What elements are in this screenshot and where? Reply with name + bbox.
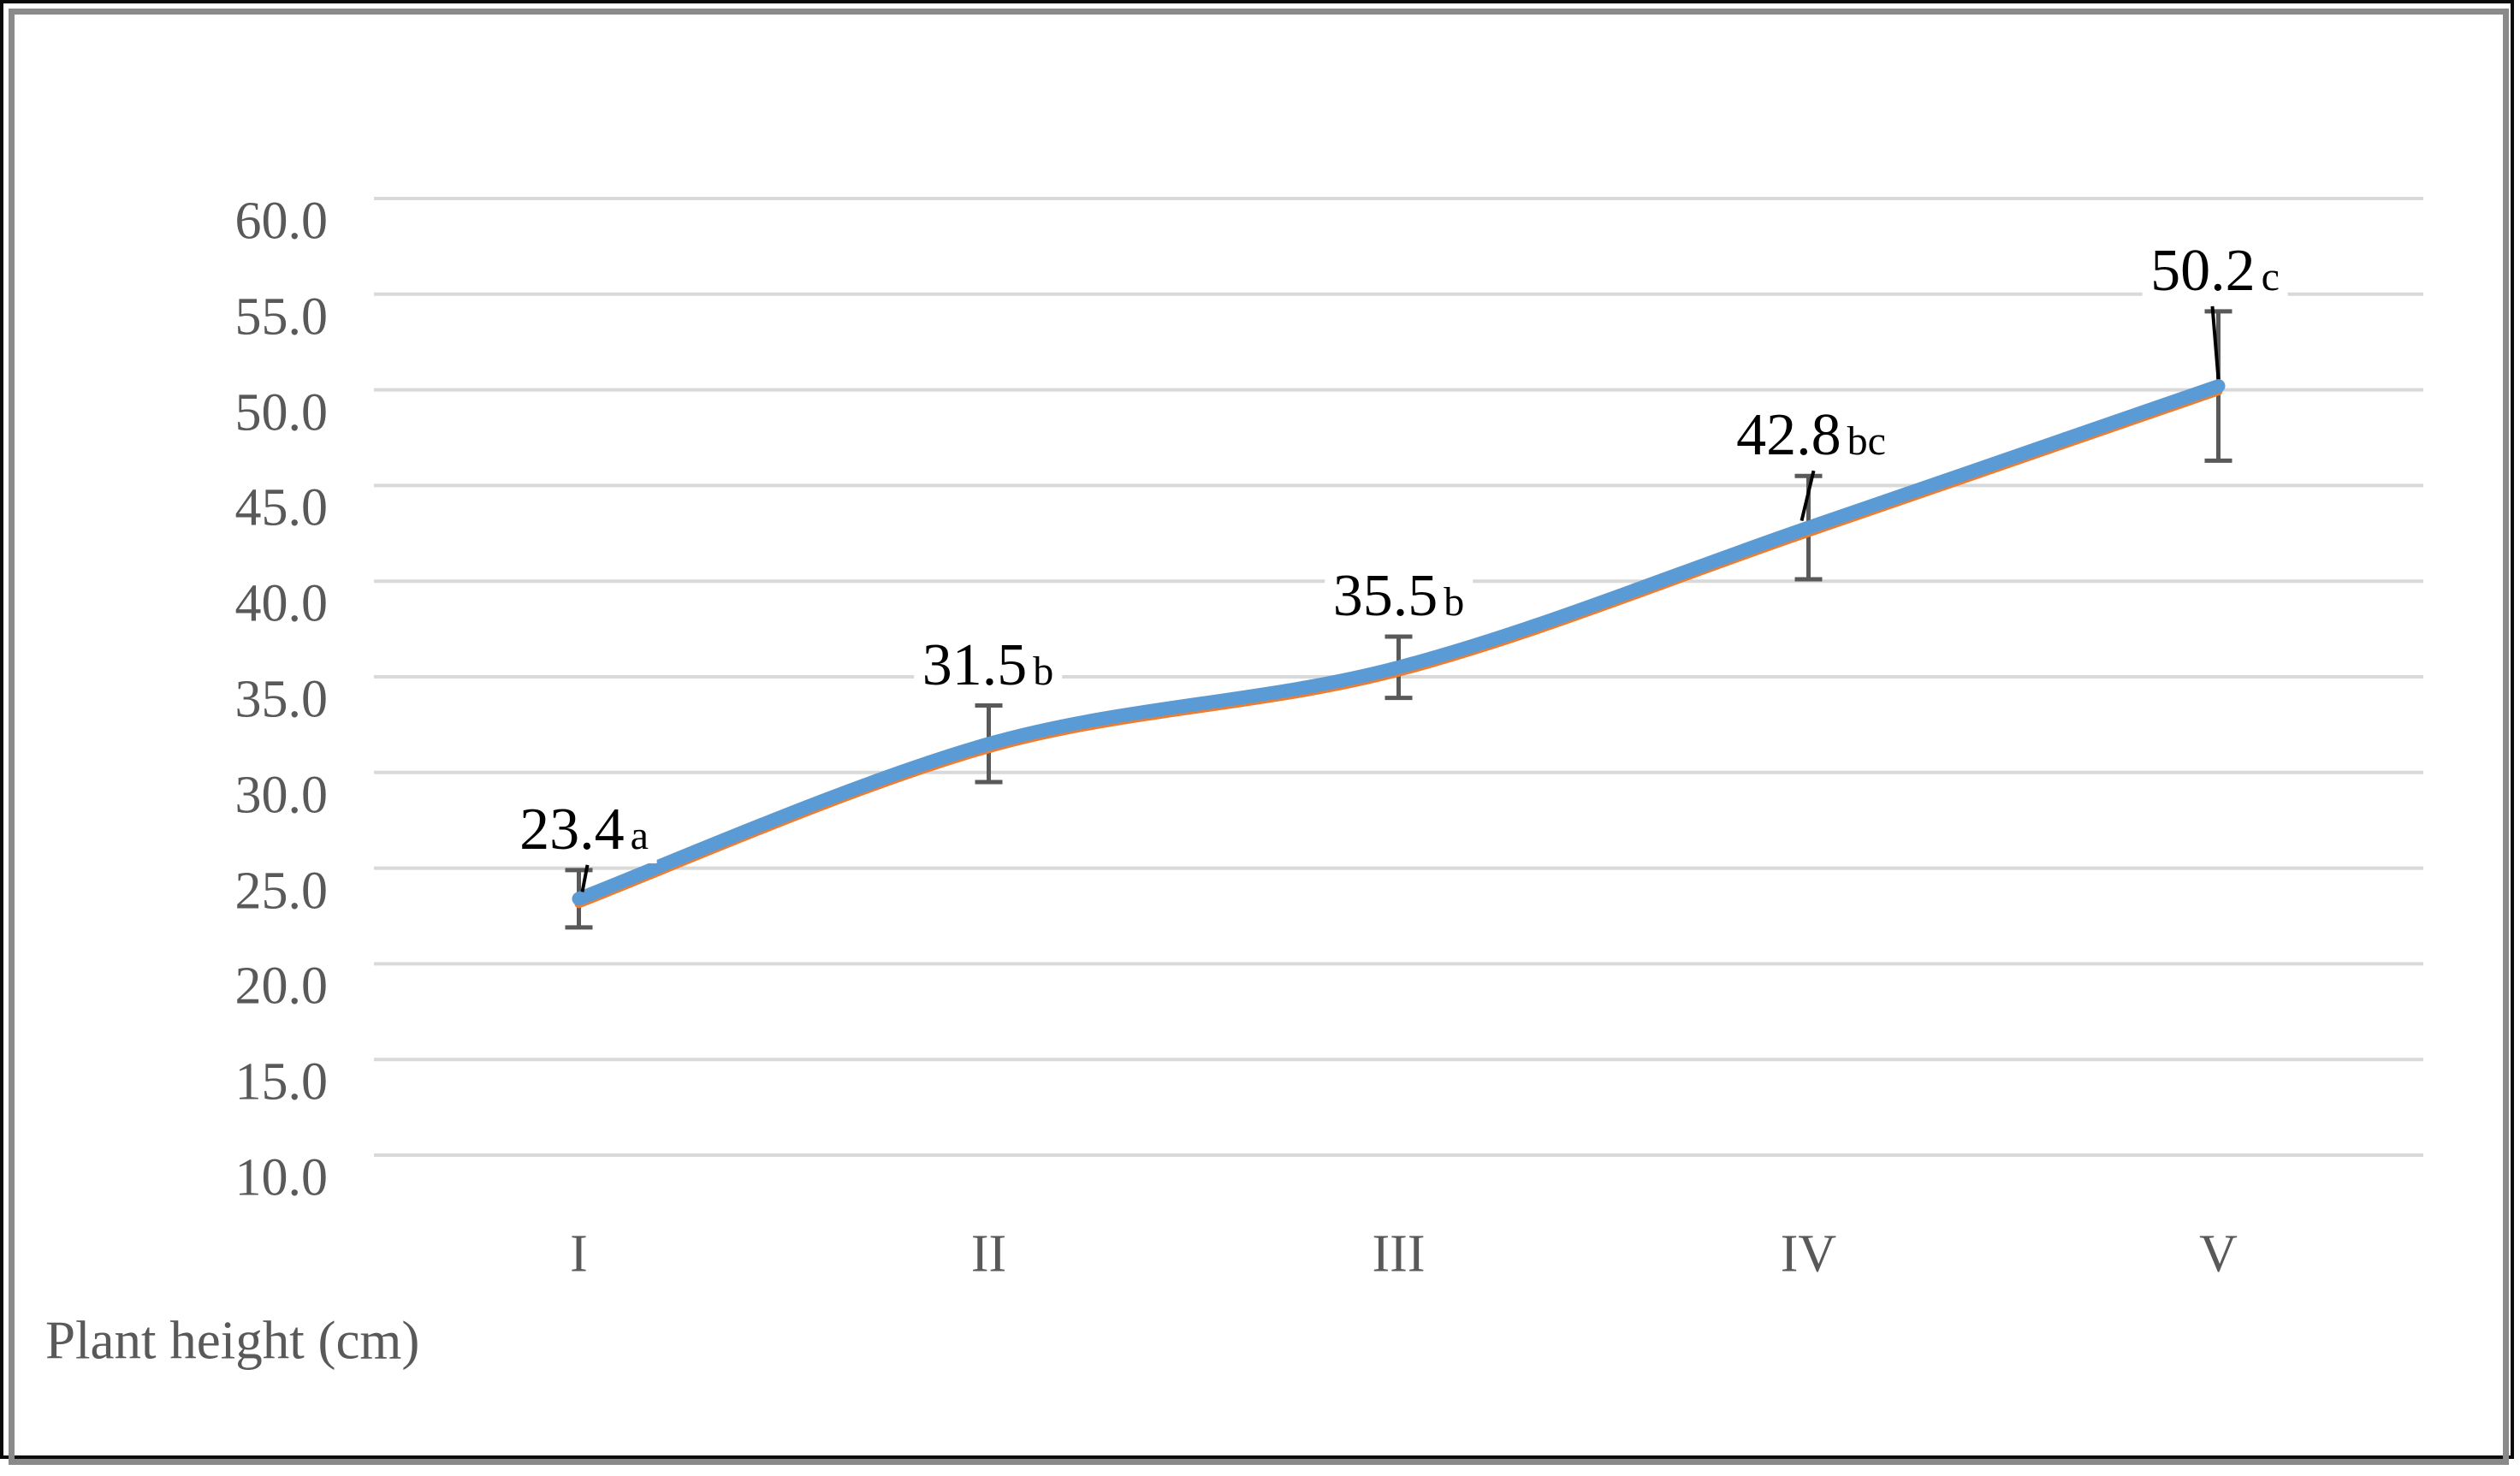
data-label-leader-line xyxy=(580,864,590,892)
data-label: 35.5 b xyxy=(1324,563,1473,631)
data-label-significance-letter: b xyxy=(1444,579,1465,625)
x-axis-category-label: III xyxy=(1372,1224,1426,1283)
y-axis-tick-label: 25.0 xyxy=(234,862,329,921)
data-label-leader-line xyxy=(1800,470,1816,522)
x-axis-category-label: II xyxy=(970,1224,1007,1283)
y-axis-tick-label: 20.0 xyxy=(234,957,329,1016)
x-axis-category-label: IV xyxy=(1780,1224,1837,1283)
data-label-significance-letter: bc xyxy=(1847,418,1886,465)
y-axis-tick-label: 30.0 xyxy=(234,766,329,825)
data-label-value: 31.5 xyxy=(922,631,1028,698)
data-label-value: 42.8 xyxy=(1736,402,1841,469)
data-label-significance-letter: a xyxy=(630,812,649,858)
series-line-plant-height-main xyxy=(572,379,2226,906)
data-label-leader-line xyxy=(2210,305,2221,380)
y-axis-title: Plant height (cm) xyxy=(45,1310,420,1371)
data-label-value: 50.2 xyxy=(2150,237,2256,304)
x-axis-category-label: I xyxy=(570,1224,588,1283)
y-axis-tick-label: 35.0 xyxy=(234,670,329,729)
y-axis-tick-label: 15.0 xyxy=(234,1052,329,1111)
y-axis-tick-label: 60.0 xyxy=(234,192,329,251)
y-axis-tick-label: 55.0 xyxy=(234,287,329,347)
y-axis-tick-label: 10.0 xyxy=(234,1148,329,1207)
data-label: 50.2 c xyxy=(2142,237,2288,305)
y-axis-tick-label: 50.0 xyxy=(234,383,329,442)
x-axis-category-label: V xyxy=(2199,1224,2238,1283)
data-label-significance-letter: c xyxy=(2261,253,2280,299)
data-label: 23.4 a xyxy=(511,796,657,863)
data-label-value: 23.4 xyxy=(519,796,625,862)
y-axis-tick-label: 45.0 xyxy=(234,478,329,537)
y-axis-tick-label: 40.0 xyxy=(234,574,329,633)
data-label: 42.8 bc xyxy=(1728,402,1894,470)
data-label-significance-letter: b xyxy=(1033,648,1054,694)
data-label-value: 35.5 xyxy=(1332,563,1438,630)
data-label: 31.5 b xyxy=(913,631,1063,699)
